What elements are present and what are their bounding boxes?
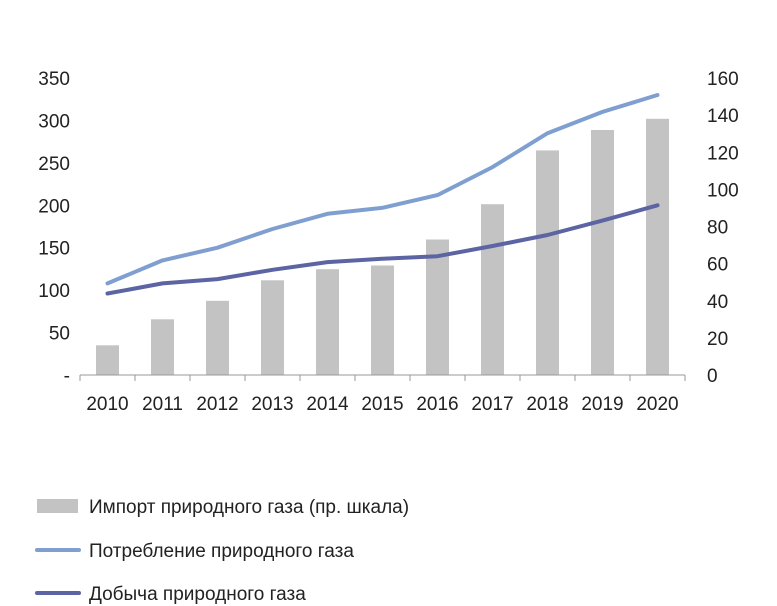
x-tick-label: 2013	[251, 394, 293, 415]
y-right-tick-label: 0	[707, 366, 718, 387]
y-left-tick-label: 50	[49, 324, 70, 345]
y-left-tick-label: -	[64, 366, 70, 387]
x-tick-label: 2015	[361, 394, 403, 415]
legend-label: Добыча природного газа	[89, 584, 306, 605]
legend-label: Импорт природного газа (пр. шкала)	[89, 497, 409, 518]
y-right-tick-label: 160	[707, 69, 739, 90]
legend: Импорт природного газа (пр. шкала) Потреб…	[35, 497, 409, 605]
bar-2012	[206, 300, 229, 376]
y-right-tick-label: 100	[707, 180, 739, 201]
y-right-tick-label: 120	[707, 143, 739, 164]
bar-2020	[646, 118, 669, 376]
x-tick-label: 2011	[142, 394, 183, 415]
x-tick-label: 2019	[581, 394, 623, 415]
x-tick-label: 2017	[471, 394, 513, 415]
bar-2013	[261, 280, 284, 375]
bar-2019	[591, 130, 614, 375]
bar-2018	[536, 150, 559, 375]
legend-swatch	[37, 499, 78, 513]
y-left-tick-label: 350	[38, 69, 70, 90]
x-tick-label: 2020	[636, 394, 678, 415]
x-tick-label: 2014	[306, 394, 349, 415]
y-axis-left: - 50 100 150 200 250 300 350	[38, 69, 70, 387]
bars-group	[96, 118, 669, 376]
x-tick-label: 2010	[86, 394, 128, 415]
y-right-tick-label: 80	[707, 218, 728, 239]
x-tick-labels: 2010 2011 2012 2013 2014 2015 2016 2017 2018 2019…	[86, 394, 678, 415]
bar-2017	[481, 204, 504, 375]
y-right-tick-label: 140	[707, 106, 739, 127]
legend-label: Потребление природного газа	[89, 541, 354, 562]
bar-2014	[316, 269, 339, 375]
bar-2011	[151, 319, 174, 375]
x-tick-label: 2012	[196, 394, 238, 415]
y-left-tick-label: 100	[38, 281, 70, 302]
x-tick-label: 2018	[526, 394, 568, 415]
y-left-tick-label: 150	[38, 239, 70, 260]
y-left-tick-label: 200	[38, 196, 70, 217]
y-right-tick-label: 20	[707, 329, 728, 350]
y-left-tick-label: 300	[38, 111, 70, 132]
series-line-2	[105, 203, 660, 296]
x-axis	[79, 374, 686, 381]
bar-2015	[371, 265, 394, 375]
lines-group	[105, 93, 660, 296]
y-left-tick-label: 250	[38, 154, 70, 175]
y-axis-right: 0 20 40 60 80 100 120 140 160	[707, 69, 739, 387]
bar-2016	[426, 239, 449, 375]
series-line-1	[105, 93, 660, 286]
bar-2010	[96, 345, 119, 375]
x-tick-label: 2016	[416, 394, 458, 415]
y-right-tick-label: 40	[707, 292, 728, 313]
y-right-tick-label: 60	[707, 255, 728, 276]
